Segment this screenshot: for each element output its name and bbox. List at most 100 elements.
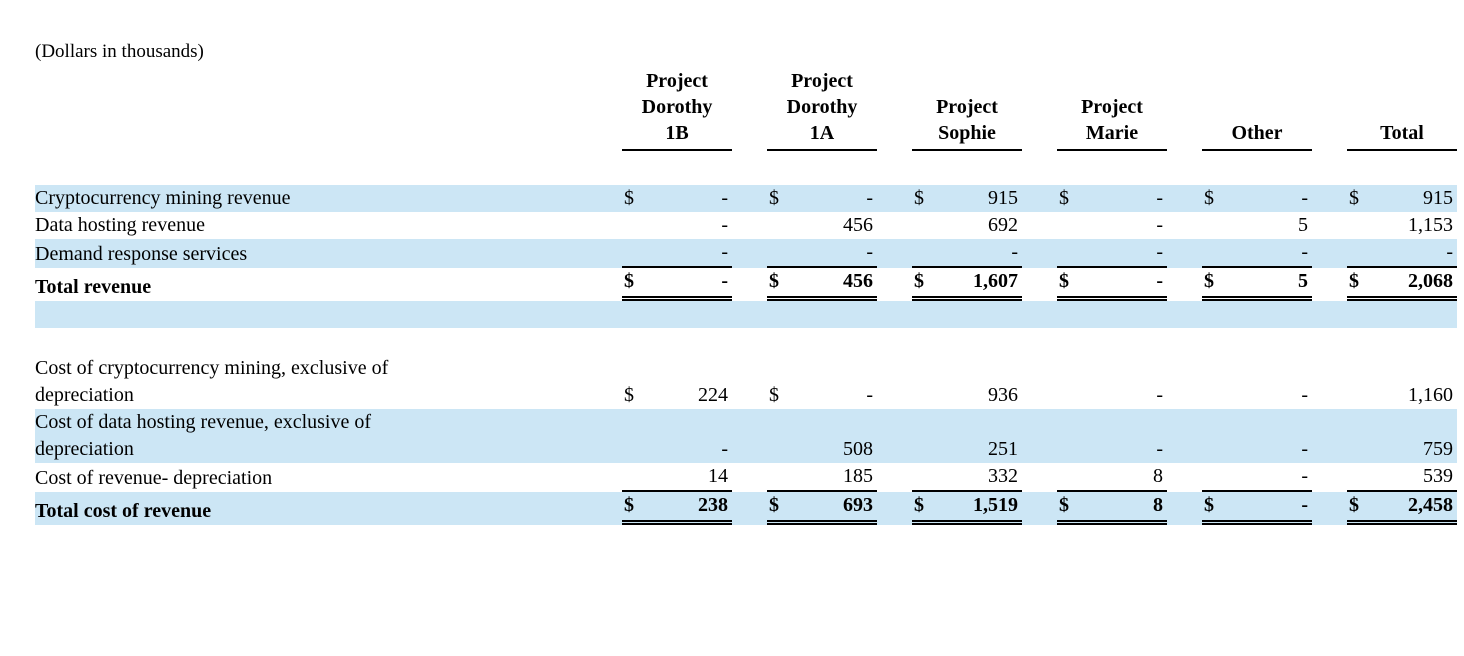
currency-symbol: $ — [1059, 270, 1069, 292]
row-label: Demand response services — [35, 239, 587, 268]
value-cell: - — [587, 239, 732, 268]
value-cell: $456 — [732, 268, 877, 301]
cell-value: - — [1156, 438, 1163, 460]
column-header-line: Total — [1380, 122, 1424, 144]
header-gap-cell — [35, 151, 1457, 185]
cell-value: 332 — [988, 465, 1018, 487]
value-cell: $ - — [1022, 268, 1167, 301]
currency-symbol: $ — [914, 494, 924, 516]
value-cell: 14 — [587, 463, 732, 492]
value-cell: - — [1167, 239, 1312, 268]
cell-box: - — [1057, 239, 1167, 268]
cell-value: - — [1156, 187, 1163, 209]
value-cell: 1,160 — [1312, 355, 1457, 409]
currency-symbol: $ — [1349, 187, 1359, 209]
row-label-line: Cost of data hosting revenue, exclusive … — [35, 411, 372, 433]
cell-box: 8 — [1057, 463, 1167, 492]
value-cell: $8 — [1022, 492, 1167, 525]
value-cell: 1,153 — [1312, 212, 1457, 239]
value-cell: $ - — [1167, 492, 1312, 525]
column-header-line: Project — [646, 70, 708, 92]
column-header-line: Sophie — [938, 122, 996, 144]
cell-box: $5 — [1202, 268, 1312, 301]
table-row: Total cost of revenue $238 $693 $1,519 $8 $ - $… — [35, 492, 1457, 525]
column-header-project-dorothy-1a: Project Dorothy 1A — [732, 68, 877, 151]
column-header-line: Marie — [1085, 122, 1139, 144]
row-label: Cryptocurrency mining revenue — [35, 185, 587, 212]
header-row: Project Dorothy 1B Project Dorothy 1A Pr… — [35, 68, 1457, 151]
cell-value: - — [1301, 465, 1308, 487]
cell-box: 508 — [767, 436, 877, 463]
row-label: Cost of cryptocurrency mining, exclusive… — [35, 355, 587, 409]
cell-value: - — [1156, 270, 1163, 292]
table-row: Cost of cryptocurrency mining, exclusive… — [35, 355, 1457, 409]
cell-value: 224 — [698, 384, 728, 406]
cell-box: $224 — [622, 382, 732, 409]
cell-box: - — [1202, 239, 1312, 268]
row-label-line: Total revenue — [35, 276, 152, 298]
table-row: Cryptocurrency mining revenue $ - $ - $915 $ - $… — [35, 185, 1457, 212]
column-header-total: Total — [1312, 68, 1457, 151]
cell-box: $238 — [622, 492, 732, 525]
value-cell: $1,607 — [877, 268, 1022, 301]
cell-box: $ - — [622, 185, 732, 212]
currency-symbol: $ — [914, 270, 924, 292]
cell-value: 2,458 — [1408, 494, 1453, 516]
table-row: Demand response services - - - - - - — [35, 239, 1457, 268]
cell-value: - — [1156, 384, 1163, 406]
value-cell: 508 — [732, 409, 877, 463]
spacer-row — [35, 328, 1457, 355]
cell-value: - — [866, 187, 873, 209]
currency-symbol: $ — [1349, 494, 1359, 516]
cell-box: 251 — [912, 436, 1022, 463]
cell-value: 238 — [698, 494, 728, 516]
column-header-project-dorothy-1b: Project Dorothy 1B — [587, 68, 732, 151]
cell-value: - — [1301, 494, 1308, 516]
cell-box: - — [622, 239, 732, 268]
cell-value: 8 — [1153, 494, 1163, 516]
cell-value: 915 — [1423, 187, 1453, 209]
row-label: Total revenue — [35, 268, 587, 301]
currency-symbol: $ — [1204, 270, 1214, 292]
header-empty-cell — [35, 68, 587, 151]
column-header-line: Dorothy — [641, 96, 713, 118]
value-cell: - — [587, 212, 732, 239]
column-header-line: Dorothy — [786, 96, 858, 118]
empty-cell — [1022, 328, 1167, 355]
value-cell: $ - — [1167, 185, 1312, 212]
value-cell: $5 — [1167, 268, 1312, 301]
value-cell: $693 — [732, 492, 877, 525]
value-cell: - — [1312, 239, 1457, 268]
cell-box: 14 — [622, 463, 732, 492]
empty-cell — [877, 301, 1022, 328]
row-label-line: Demand response services — [35, 243, 248, 265]
cell-value: 1,607 — [973, 270, 1018, 292]
empty-cell — [1312, 301, 1457, 328]
cell-box: - — [1202, 382, 1312, 409]
row-label-line: Cost of revenue- depreciation — [35, 467, 273, 489]
cell-value: - — [1301, 438, 1308, 460]
cell-box: $2,068 — [1347, 268, 1457, 301]
cell-box: 332 — [912, 463, 1022, 492]
column-header-line: Other — [1231, 122, 1283, 144]
empty-cell — [732, 301, 877, 328]
cell-box: - — [912, 239, 1022, 268]
cell-box: 1,153 — [1347, 212, 1457, 239]
cell-value: 14 — [708, 465, 728, 487]
column-header-other: Other — [1167, 68, 1312, 151]
row-label: Cost of data hosting revenue, exclusive … — [35, 409, 587, 463]
row-label: Data hosting revenue — [35, 212, 587, 239]
value-cell: $238 — [587, 492, 732, 525]
cell-value: 185 — [843, 465, 873, 487]
currency-symbol: $ — [624, 384, 634, 406]
cell-box: $ - — [1057, 268, 1167, 301]
value-cell: - — [1022, 212, 1167, 239]
currency-symbol: $ — [1204, 494, 1214, 516]
cell-value: - — [721, 214, 728, 236]
empty-cell — [1167, 301, 1312, 328]
column-header-line: 1A — [809, 122, 835, 144]
currency-symbol: $ — [1349, 270, 1359, 292]
cell-box: $ - — [1057, 185, 1167, 212]
cell-box: - — [622, 436, 732, 463]
column-header-box: Other — [1202, 120, 1312, 151]
